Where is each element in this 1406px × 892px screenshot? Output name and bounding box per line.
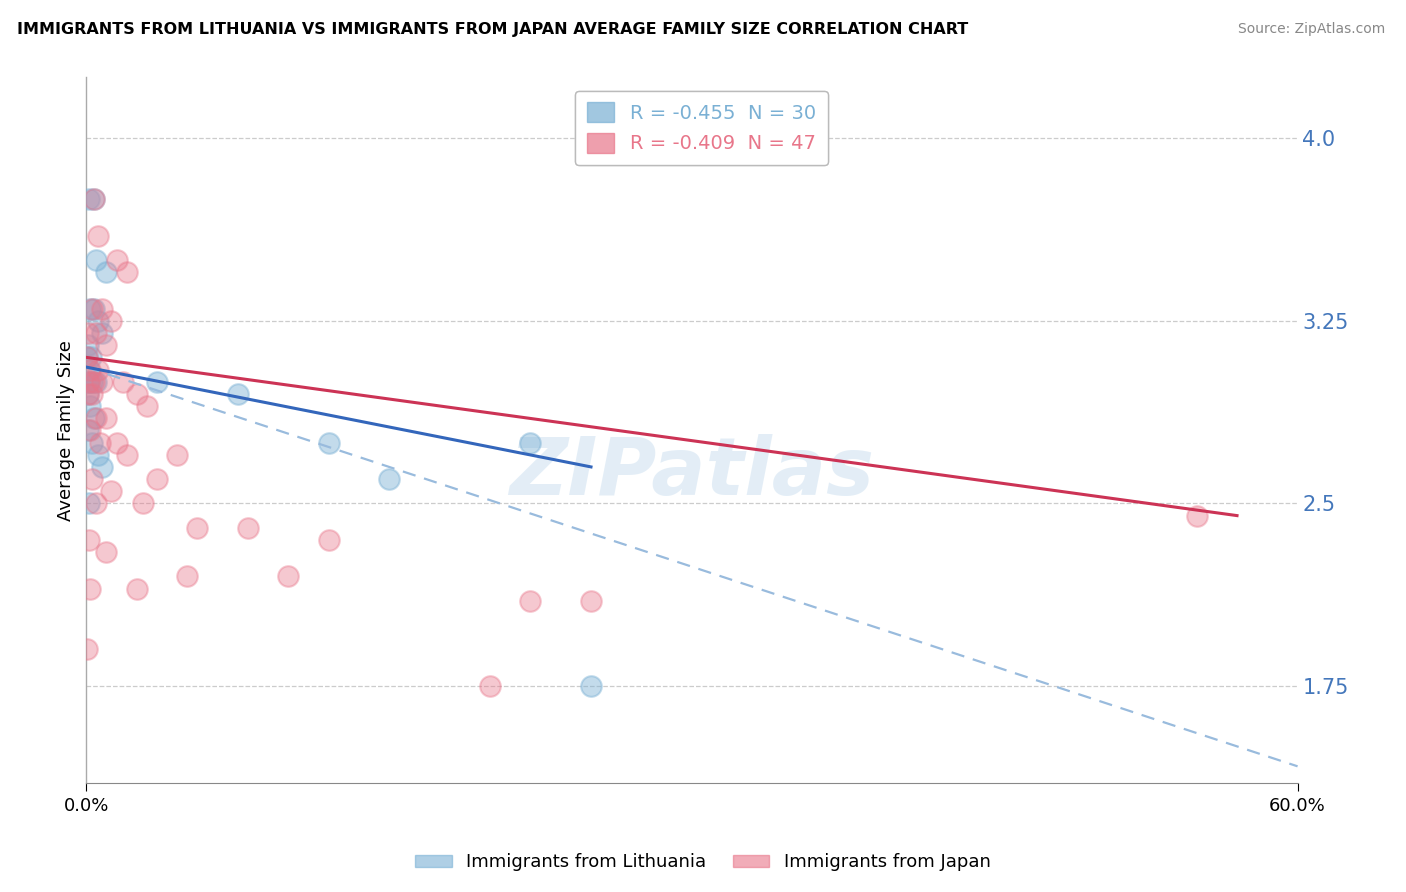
- Point: [76, 351, 98, 365]
- Point: [1185, 508, 1208, 523]
- Point: [87, 314, 110, 328]
- Point: [77, 326, 100, 340]
- Point: [79, 496, 101, 510]
- Point: [135, 399, 157, 413]
- Point: [378, 472, 401, 486]
- Point: [579, 679, 602, 693]
- Point: [86, 411, 108, 425]
- Point: [115, 448, 138, 462]
- Point: [91, 301, 114, 316]
- Point: [82, 472, 104, 486]
- Point: [96, 265, 118, 279]
- Point: [125, 582, 148, 596]
- Point: [89, 435, 111, 450]
- Point: [519, 435, 541, 450]
- Point: [83, 301, 105, 316]
- Text: ZIPatlas: ZIPatlas: [509, 434, 875, 512]
- Text: Source: ZipAtlas.com: Source: ZipAtlas.com: [1237, 22, 1385, 37]
- Point: [100, 484, 122, 499]
- Point: [79, 301, 101, 316]
- Point: [76, 351, 98, 365]
- Point: [277, 569, 299, 583]
- Point: [91, 375, 114, 389]
- Point: [77, 375, 100, 389]
- Point: [79, 362, 101, 376]
- Point: [226, 387, 249, 401]
- Point: [105, 435, 128, 450]
- Point: [83, 192, 105, 206]
- Point: [87, 448, 110, 462]
- Text: IMMIGRANTS FROM LITHUANIA VS IMMIGRANTS FROM JAPAN AVERAGE FAMILY SIZE CORRELATI: IMMIGRANTS FROM LITHUANIA VS IMMIGRANTS …: [17, 22, 969, 37]
- Point: [166, 448, 188, 462]
- Point: [479, 679, 502, 693]
- Point: [77, 387, 100, 401]
- Point: [86, 496, 108, 510]
- Point: [132, 496, 155, 510]
- Point: [83, 375, 105, 389]
- Point: [579, 594, 602, 608]
- Point: [87, 362, 110, 376]
- Point: [76, 642, 98, 657]
- Point: [115, 265, 138, 279]
- Point: [186, 521, 208, 535]
- Point: [91, 459, 114, 474]
- Point: [146, 472, 169, 486]
- Point: [111, 375, 134, 389]
- Point: [176, 569, 198, 583]
- Point: [80, 351, 103, 365]
- Point: [82, 387, 104, 401]
- Point: [86, 326, 108, 340]
- Point: [77, 387, 100, 401]
- Point: [83, 192, 105, 206]
- Y-axis label: Average Family Size: Average Family Size: [58, 340, 75, 521]
- Point: [86, 252, 108, 267]
- Point: [96, 411, 118, 425]
- Point: [83, 411, 105, 425]
- Point: [146, 375, 169, 389]
- Legend: R = -0.455  N = 30, R = -0.409  N = 47: R = -0.455 N = 30, R = -0.409 N = 47: [575, 91, 828, 165]
- Point: [318, 435, 340, 450]
- Point: [79, 533, 101, 547]
- Point: [100, 314, 122, 328]
- Point: [96, 545, 118, 559]
- Point: [82, 435, 104, 450]
- Point: [79, 424, 101, 438]
- Point: [79, 582, 101, 596]
- Legend: Immigrants from Lithuania, Immigrants from Japan: Immigrants from Lithuania, Immigrants fr…: [408, 847, 998, 879]
- Point: [318, 533, 340, 547]
- Point: [79, 375, 101, 389]
- Point: [91, 326, 114, 340]
- Point: [105, 252, 128, 267]
- Point: [82, 375, 104, 389]
- Point: [77, 338, 100, 352]
- Point: [86, 375, 108, 389]
- Point: [519, 594, 541, 608]
- Point: [87, 228, 110, 243]
- Point: [77, 375, 100, 389]
- Point: [79, 399, 101, 413]
- Point: [79, 362, 101, 376]
- Point: [79, 192, 101, 206]
- Point: [96, 338, 118, 352]
- Point: [236, 521, 259, 535]
- Point: [77, 424, 100, 438]
- Point: [125, 387, 148, 401]
- Point: [82, 301, 104, 316]
